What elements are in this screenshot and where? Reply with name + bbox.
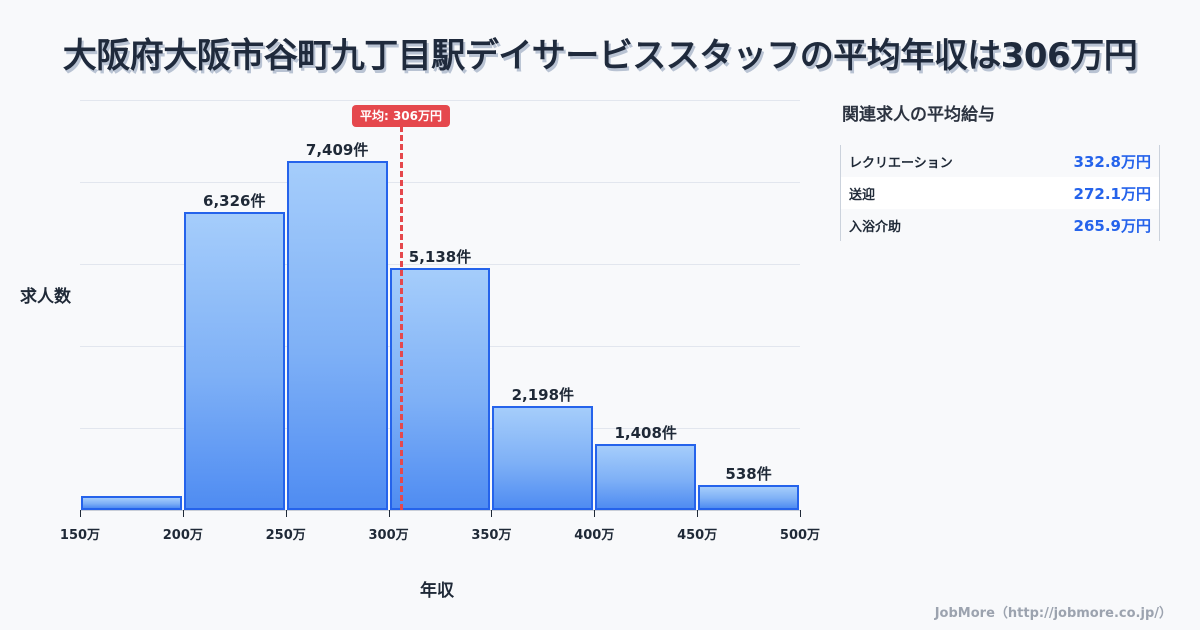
bar-value-label: 2,198件 [511, 386, 575, 405]
x-tick-label: 300万 [368, 528, 409, 543]
related-row: 入浴介助 265.9万円 [841, 209, 1159, 241]
related-row: レクリエーション 332.8万円 [841, 145, 1159, 177]
x-tick [800, 510, 801, 517]
x-tick [285, 510, 287, 517]
related-job-name: レクリエーション [849, 155, 953, 171]
page-title: 大阪府大阪市谷町九丁目駅デイサービススタッフの平均年収は306万円 [62, 36, 1138, 76]
x-tick [594, 510, 596, 517]
x-tick-label: 250万 [265, 528, 306, 543]
histogram-bar [286, 161, 388, 510]
x-tick-label: 450万 [677, 528, 718, 543]
gridline [80, 182, 800, 183]
x-tick-label: 150万 [59, 528, 101, 543]
histogram-chart: 求人数 6,326件 7,409件 5,138件 2,198件 1,408件 538件 1… [20, 100, 820, 601]
x-axis-label: 年収 [420, 581, 454, 601]
related-salaries-title: 関連求人の平均給与 [842, 105, 995, 125]
histogram-bar [595, 443, 697, 510]
x-axis-line [80, 510, 800, 511]
related-salaries-table: レクリエーション 332.8万円 送迎 272.1万円 入浴介助 265.9万円 [840, 145, 1160, 241]
gridline [80, 264, 800, 265]
histogram-bar [492, 406, 594, 510]
related-job-salary: 265.9万円 [1073, 216, 1151, 235]
bar-value-label: 5,138件 [408, 247, 472, 266]
x-tick [182, 510, 184, 517]
x-tick-label: 500万 [779, 528, 821, 543]
x-tick [388, 510, 390, 517]
related-job-salary: 272.1万円 [1073, 184, 1151, 203]
x-tick-label: 350万 [471, 528, 512, 543]
histogram-bar [389, 267, 491, 510]
histogram-bar [183, 212, 285, 510]
footer-credit: JobMore（http://jobmore.co.jp/） [934, 606, 1172, 621]
related-job-salary: 332.8万円 [1073, 152, 1151, 171]
histogram-bar [698, 484, 799, 510]
x-tick [491, 510, 493, 517]
x-tick-label: 400万 [574, 528, 615, 543]
bar-value-label: 538件 [725, 464, 772, 483]
y-axis-label: 求人数 [20, 287, 71, 307]
x-tick [80, 510, 81, 517]
average-badge: 平均: 306万円 [351, 105, 451, 127]
bar-value-label: 1,408件 [614, 423, 677, 442]
gridline [80, 100, 800, 101]
x-tick [697, 510, 699, 517]
bar-value-label: 7,409件 [305, 141, 369, 159]
bar-value-label: 6,326件 [203, 192, 266, 210]
related-job-name: 入浴介助 [849, 219, 902, 235]
related-salaries-panel: 関連求人の平均給与 レクリエーション 332.8万円 送迎 272.1万円 入浴… [840, 100, 1170, 241]
average-line [400, 126, 403, 510]
histogram-bar [81, 495, 182, 510]
related-job-name: 送迎 [849, 187, 876, 203]
related-row: 送迎 272.1万円 [841, 177, 1159, 209]
x-tick-label: 200万 [162, 528, 203, 543]
